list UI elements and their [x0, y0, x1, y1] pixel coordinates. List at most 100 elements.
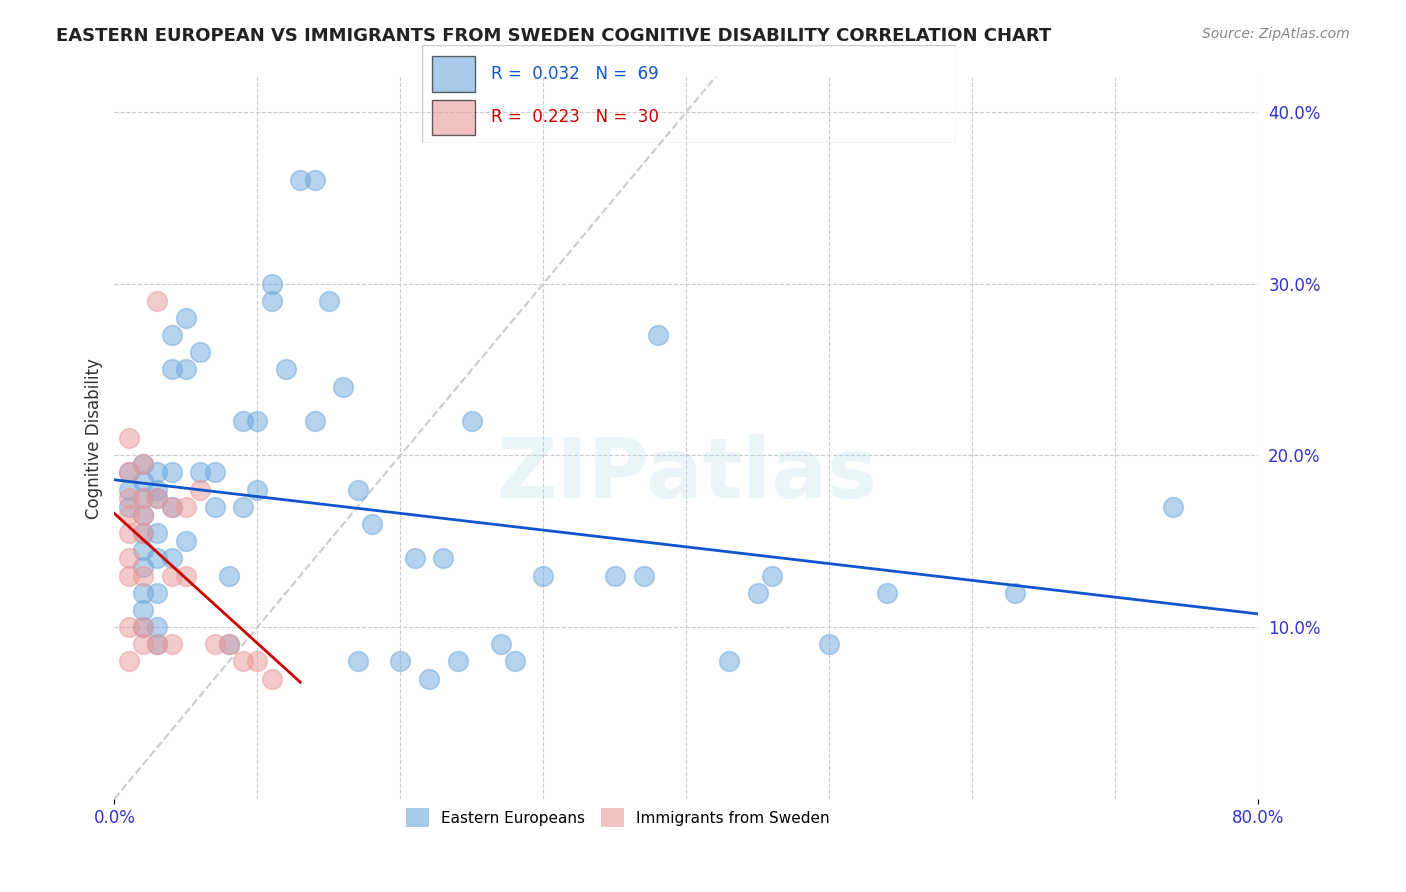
- Point: [146, 551, 169, 566]
- Point: [332, 379, 354, 393]
- Point: [503, 655, 526, 669]
- Point: [432, 551, 454, 566]
- Point: [146, 585, 169, 599]
- Point: [232, 655, 254, 669]
- Text: R =  0.223   N =  30: R = 0.223 N = 30: [491, 108, 659, 126]
- Point: [118, 551, 141, 566]
- Point: [1004, 585, 1026, 599]
- Point: [132, 620, 155, 634]
- Point: [132, 585, 155, 599]
- Point: [818, 637, 841, 651]
- Legend: Eastern Europeans, Immigrants from Sweden: Eastern Europeans, Immigrants from Swede…: [398, 800, 837, 835]
- Point: [246, 655, 269, 669]
- Point: [318, 293, 340, 308]
- Point: [132, 508, 155, 523]
- Point: [118, 508, 141, 523]
- Point: [118, 466, 141, 480]
- Point: [146, 293, 169, 308]
- Point: [389, 655, 412, 669]
- Point: [260, 277, 283, 291]
- Point: [132, 491, 155, 506]
- Point: [118, 431, 141, 445]
- Point: [1161, 500, 1184, 514]
- Point: [218, 637, 240, 651]
- Point: [246, 414, 269, 428]
- Point: [246, 483, 269, 497]
- Point: [146, 525, 169, 540]
- Point: [174, 310, 197, 325]
- Text: R =  0.032   N =  69: R = 0.032 N = 69: [491, 65, 659, 83]
- Point: [188, 345, 211, 359]
- Point: [188, 466, 211, 480]
- Point: [232, 500, 254, 514]
- Point: [346, 483, 368, 497]
- Point: [132, 474, 155, 488]
- Text: EASTERN EUROPEAN VS IMMIGRANTS FROM SWEDEN COGNITIVE DISABILITY CORRELATION CHAR: EASTERN EUROPEAN VS IMMIGRANTS FROM SWED…: [56, 27, 1052, 45]
- Point: [146, 637, 169, 651]
- Point: [118, 491, 141, 506]
- Point: [160, 568, 183, 582]
- Point: [132, 620, 155, 634]
- Point: [260, 293, 283, 308]
- Point: [304, 173, 326, 187]
- Point: [118, 655, 141, 669]
- FancyBboxPatch shape: [433, 56, 475, 92]
- Text: ZIPatlas: ZIPatlas: [496, 434, 877, 515]
- Point: [146, 620, 169, 634]
- Point: [174, 534, 197, 549]
- Point: [160, 466, 183, 480]
- Point: [132, 542, 155, 557]
- Point: [603, 568, 626, 582]
- Point: [260, 672, 283, 686]
- Point: [132, 637, 155, 651]
- Point: [174, 568, 197, 582]
- Point: [218, 568, 240, 582]
- Point: [290, 173, 312, 187]
- Point: [747, 585, 769, 599]
- Point: [146, 491, 169, 506]
- Point: [461, 414, 484, 428]
- Point: [118, 568, 141, 582]
- Point: [232, 414, 254, 428]
- Point: [404, 551, 426, 566]
- Text: Source: ZipAtlas.com: Source: ZipAtlas.com: [1202, 27, 1350, 41]
- Point: [132, 508, 155, 523]
- Point: [160, 362, 183, 376]
- Point: [876, 585, 898, 599]
- Point: [132, 525, 155, 540]
- Y-axis label: Cognitive Disability: Cognitive Disability: [86, 358, 103, 518]
- Point: [160, 551, 183, 566]
- Point: [647, 328, 669, 343]
- Point: [160, 500, 183, 514]
- Point: [188, 483, 211, 497]
- Point: [160, 328, 183, 343]
- Point: [160, 637, 183, 651]
- Point: [446, 655, 468, 669]
- Point: [118, 483, 141, 497]
- Point: [146, 483, 169, 497]
- FancyBboxPatch shape: [433, 100, 475, 135]
- Point: [160, 500, 183, 514]
- Point: [360, 516, 382, 531]
- Point: [274, 362, 297, 376]
- Point: [146, 491, 169, 506]
- Point: [132, 457, 155, 471]
- Point: [174, 500, 197, 514]
- Point: [418, 672, 440, 686]
- Point: [218, 637, 240, 651]
- Point: [204, 637, 226, 651]
- Point: [118, 500, 141, 514]
- Point: [132, 491, 155, 506]
- Point: [761, 568, 783, 582]
- Point: [132, 568, 155, 582]
- Point: [718, 655, 741, 669]
- Point: [132, 603, 155, 617]
- Point: [132, 457, 155, 471]
- Point: [146, 637, 169, 651]
- Point: [132, 560, 155, 574]
- Point: [489, 637, 512, 651]
- Point: [118, 620, 141, 634]
- Point: [304, 414, 326, 428]
- Point: [118, 525, 141, 540]
- Point: [346, 655, 368, 669]
